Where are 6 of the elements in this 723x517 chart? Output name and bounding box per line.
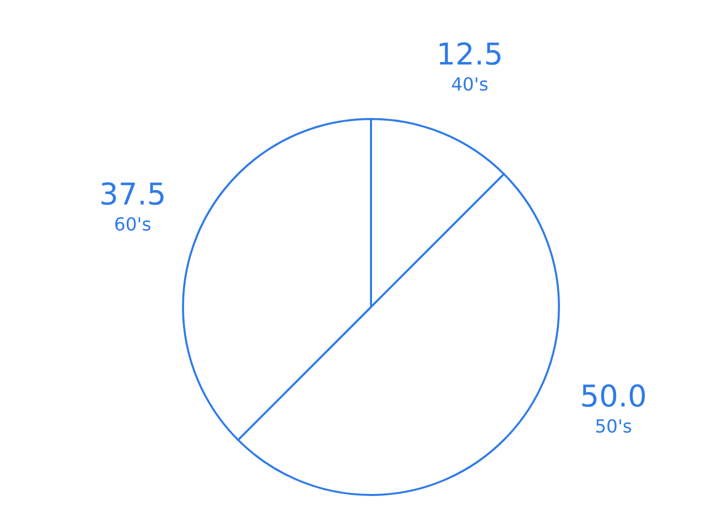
data-label: 50.0 xyxy=(580,379,647,414)
data-label: 12.5 xyxy=(436,38,504,73)
slice-label: 40's xyxy=(451,74,488,96)
slice-label: 50's xyxy=(594,416,632,438)
data-label: 37.5 xyxy=(99,177,166,212)
slice-label: 60's xyxy=(114,214,152,236)
